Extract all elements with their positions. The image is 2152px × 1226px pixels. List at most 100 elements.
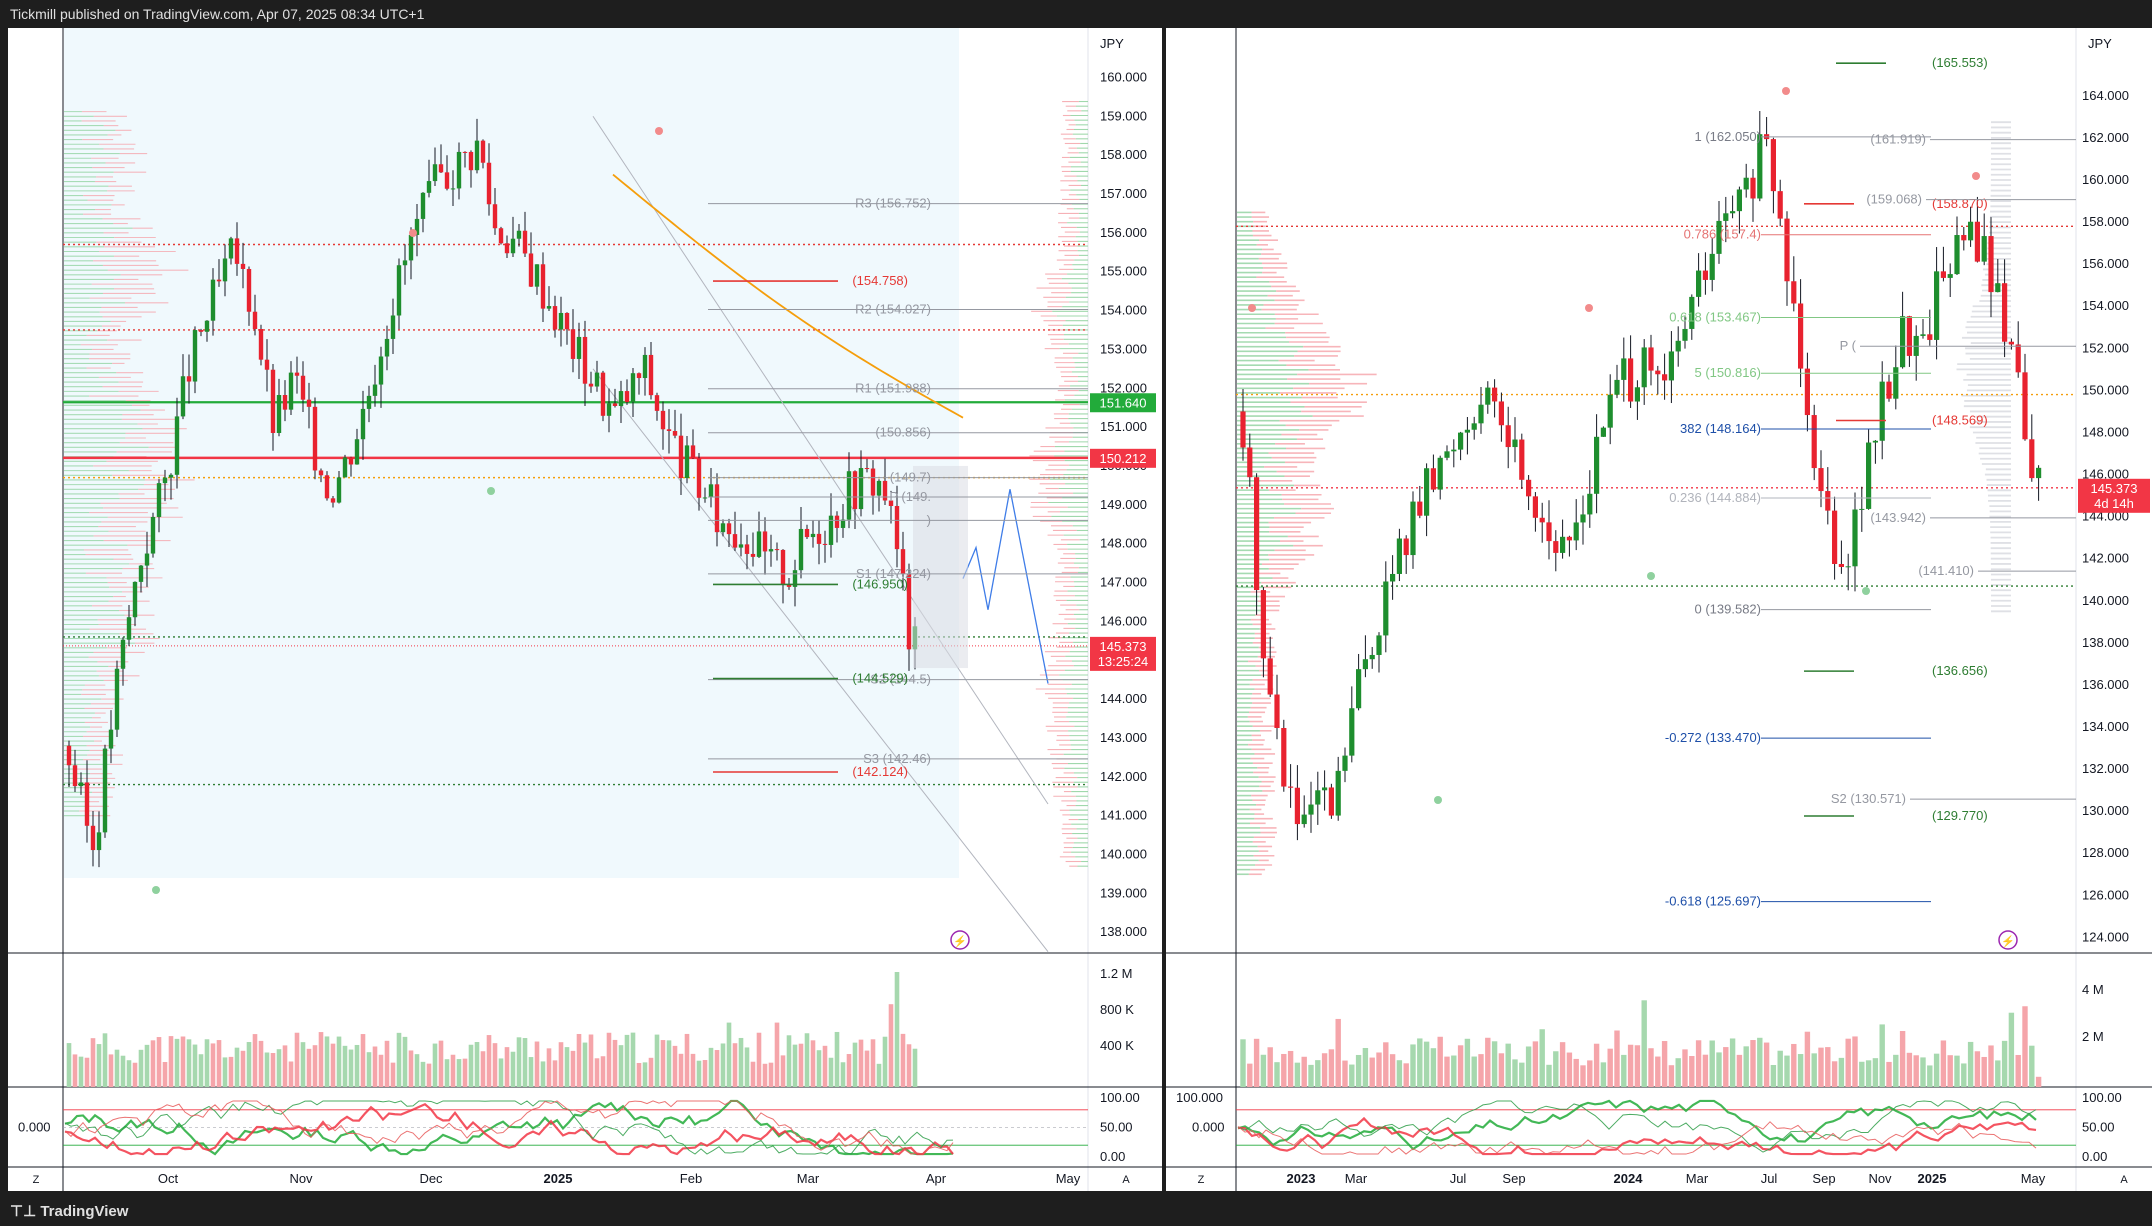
candle-body xyxy=(396,265,402,316)
candle-body xyxy=(2022,372,2028,440)
candle-body xyxy=(1981,236,1987,262)
candle-body xyxy=(1648,347,1654,371)
fib-label: 382 (148.164) xyxy=(1680,421,1761,436)
volume-bar xyxy=(438,1040,444,1087)
left-chart-panel[interactable]: R3 (156.752) R2 (154.027) R1 (151.988) (150… xyxy=(8,28,1162,1191)
time-label: Dec xyxy=(419,1171,443,1186)
candle-body xyxy=(240,263,246,269)
candle-body xyxy=(708,484,714,498)
volume-bar xyxy=(720,1043,726,1087)
candle-body xyxy=(1356,669,1362,709)
pivot-label: (149.7) xyxy=(890,470,931,485)
candle-body xyxy=(1267,658,1273,695)
price-tick: 132.000 xyxy=(2082,761,2129,776)
lightning-icon[interactable] xyxy=(950,930,970,950)
volume-bar xyxy=(1376,1052,1382,1087)
right-chart-panel[interactable]: 1 (162.050) 0.786 (157.4) 0.618 (153.467) 5… xyxy=(1166,28,2152,1191)
candle-body xyxy=(1444,451,1450,458)
time-label: May xyxy=(1056,1171,1081,1186)
osc-tick: 100.00 xyxy=(1100,1090,1140,1105)
candle-body xyxy=(102,748,108,833)
volume-bar xyxy=(480,1051,486,1087)
volume-bar xyxy=(1661,1041,1668,1087)
candle-body xyxy=(570,329,576,359)
volume-bar xyxy=(546,1048,552,1087)
candle-body xyxy=(690,445,696,459)
volume-bar xyxy=(1995,1060,2001,1087)
volume-bar xyxy=(648,1057,654,1087)
candle-body xyxy=(1240,411,1246,448)
volume-bar xyxy=(1825,1047,1831,1087)
volume-bar xyxy=(828,1057,834,1087)
volume-bar xyxy=(1784,1055,1790,1087)
volume-bar xyxy=(1349,1064,1355,1087)
candle-body xyxy=(312,406,318,471)
volume-bar xyxy=(798,1043,804,1087)
candle-body xyxy=(738,544,744,548)
volume-bar xyxy=(1444,1056,1450,1087)
lightning-icon[interactable] xyxy=(1998,930,2018,950)
candle-body xyxy=(1288,786,1294,788)
candle-body xyxy=(1260,590,1266,659)
volume-bar xyxy=(1294,1062,1301,1087)
pivot-label: S1 (147.224) xyxy=(856,566,931,581)
volume-bar xyxy=(528,1057,534,1087)
candle-body xyxy=(504,243,510,254)
volume-bar xyxy=(1899,1031,1906,1087)
volume-bar xyxy=(1423,1041,1430,1087)
candle-body xyxy=(594,372,600,387)
candle-body xyxy=(330,498,336,503)
candle-body xyxy=(804,528,810,538)
osc-tick: 100.00 xyxy=(2082,1090,2122,1105)
price-tick: 155.000 xyxy=(1100,264,1147,279)
volume-bar xyxy=(324,1036,330,1087)
volume-bar xyxy=(564,1047,570,1087)
candle-body xyxy=(1723,213,1729,221)
candle-body xyxy=(1594,436,1600,494)
candle-body xyxy=(762,531,768,552)
volume-bar xyxy=(1247,1063,1253,1087)
candle-body xyxy=(1560,536,1566,553)
volume-bar xyxy=(1287,1050,1294,1087)
volume-bar xyxy=(1689,1056,1695,1087)
volume-bar xyxy=(402,1036,408,1087)
volume-bar xyxy=(204,1039,210,1087)
candle-body xyxy=(660,410,666,430)
candle-body xyxy=(480,140,486,163)
candle-body xyxy=(492,204,498,229)
volume-bar xyxy=(282,1045,288,1087)
candle-body xyxy=(1328,787,1334,816)
candle-body xyxy=(1553,541,1559,553)
candle-body xyxy=(1492,387,1498,402)
volume-bar xyxy=(132,1062,138,1087)
volume-bar xyxy=(1260,1054,1267,1087)
volume-bar xyxy=(558,1042,564,1087)
candle-body xyxy=(252,311,258,330)
candle-body xyxy=(198,330,204,332)
volume-bar xyxy=(600,1056,606,1087)
candle-body xyxy=(1845,566,1851,568)
volume-bar xyxy=(744,1047,750,1087)
candle-body xyxy=(1628,358,1634,402)
left-chart-canvas[interactable]: R3 (156.752) R2 (154.027) R1 (151.988) (150… xyxy=(8,28,1162,1191)
time-label: May xyxy=(2021,1171,2046,1186)
volume-bar xyxy=(618,1045,624,1087)
volume-bar xyxy=(384,1040,390,1087)
volume-bar xyxy=(1355,1054,1362,1087)
volume-bar xyxy=(1383,1042,1389,1087)
right-chart-canvas[interactable]: 1 (162.050) 0.786 (157.4) 0.618 (153.467) 5… xyxy=(1166,28,2152,1191)
candle-body xyxy=(1458,432,1464,450)
volume-bar xyxy=(1818,1047,1824,1087)
candle-body xyxy=(1886,381,1892,399)
tradingview-logo[interactable]: ⊤⊥ TradingView xyxy=(10,1203,129,1220)
volume-bar xyxy=(870,1039,876,1087)
candle-body xyxy=(624,391,630,403)
fib-label: 0.236 (144.884) xyxy=(1669,490,1761,505)
candle-body xyxy=(1383,581,1389,636)
volume-bar xyxy=(78,1056,84,1087)
time-label: Nov xyxy=(1868,1171,1892,1186)
price-tick: 124.000 xyxy=(2082,929,2129,944)
price-tick: 158.000 xyxy=(2082,214,2129,229)
volume-bar xyxy=(1967,1041,1974,1087)
candle-body xyxy=(1709,253,1715,280)
